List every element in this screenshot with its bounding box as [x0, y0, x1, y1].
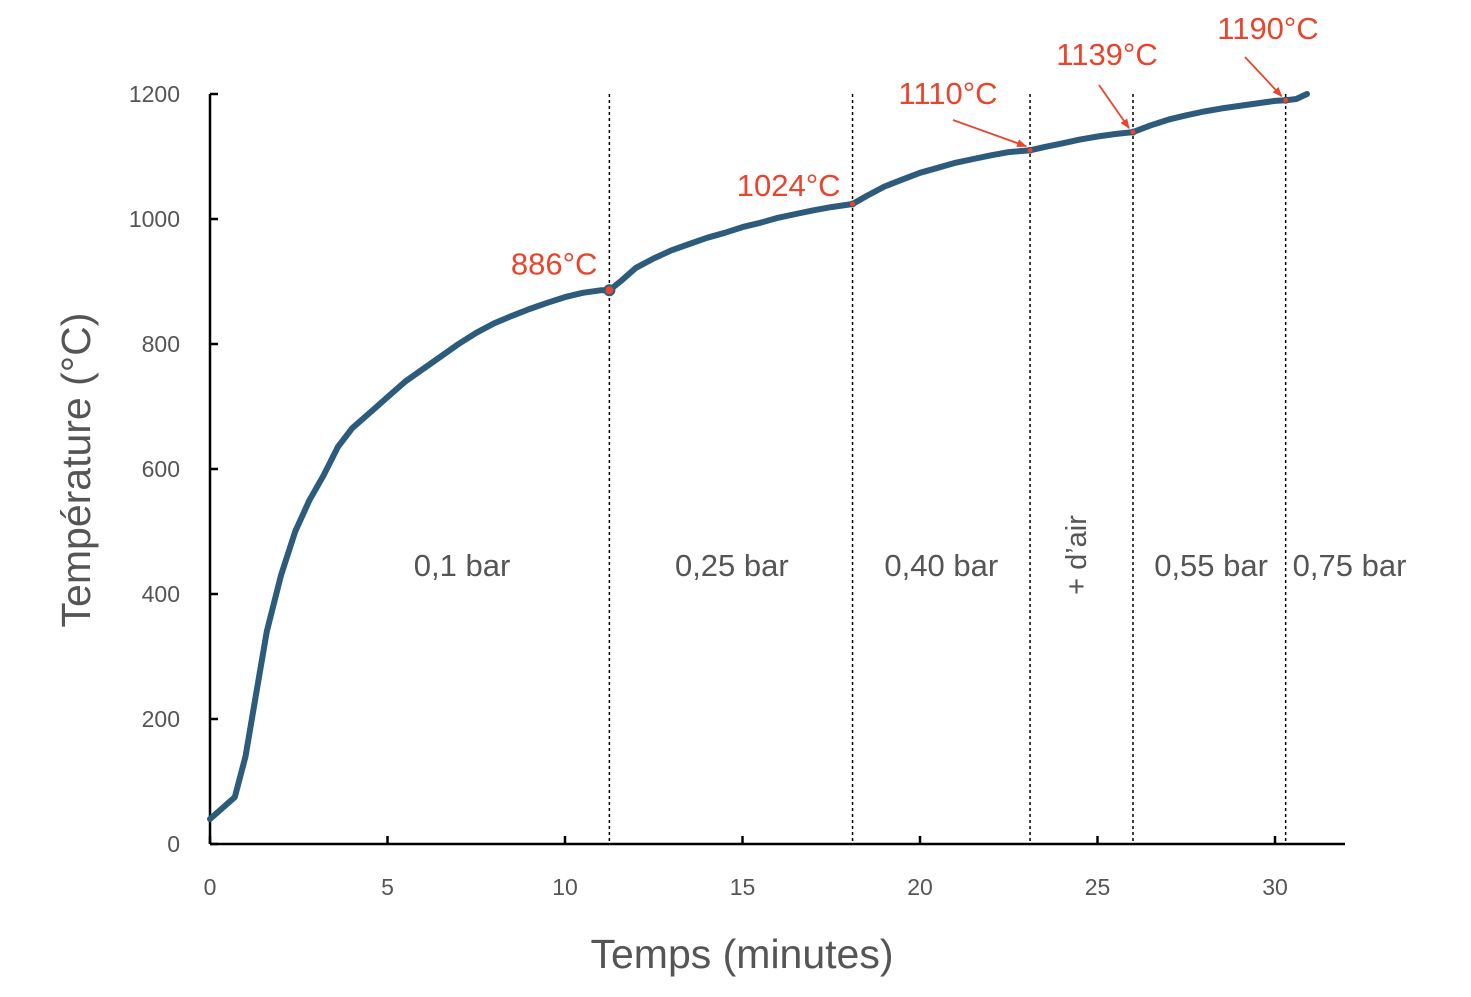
- x-tick-label: 5: [381, 874, 394, 900]
- region-label: 0,75 bar: [1293, 548, 1407, 583]
- y-axis-title: Température (°C): [53, 313, 99, 628]
- axes: [208, 94, 1345, 846]
- y-tick-label: 600: [142, 456, 180, 482]
- annotation-arrow: [952, 119, 1027, 148]
- y-tick-label: 1200: [129, 81, 180, 107]
- y-tick-label: 800: [142, 331, 180, 357]
- ticks: 0 200 400 600 800 1000 1200 0 5 10 15 20 25 30: [129, 81, 1288, 900]
- temperature-point-marker: [1282, 96, 1290, 104]
- x-tick-label: 10: [552, 874, 578, 900]
- x-tick-label: 0: [204, 874, 217, 900]
- temperature-annotation-label: 1139°C: [1056, 37, 1157, 72]
- annotation-arrow: [1098, 84, 1130, 129]
- region-label: + d’air: [1061, 515, 1093, 595]
- annotation-arrow: [1244, 56, 1283, 97]
- y-tick-label: 400: [142, 581, 180, 607]
- x-tick-label: 20: [907, 874, 933, 900]
- region-label: 0,25 bar: [675, 548, 789, 583]
- x-axis-title: Temps (minutes): [590, 931, 893, 977]
- temperature-annotation-label: 886°C: [511, 246, 598, 281]
- temperature-point-marker: [1129, 128, 1137, 136]
- temperature-annotation-label: 1024°C: [737, 168, 841, 203]
- y-tick-label: 200: [142, 706, 180, 732]
- region-label: 0,1 bar: [414, 548, 511, 583]
- pressure-boundaries: [608, 94, 1287, 844]
- temperature-annotations: 886°C 1024°C 1110°C 1139°C 1190°C: [511, 11, 1319, 297]
- y-tick-label: 0: [167, 831, 180, 857]
- y-tick-label: 1000: [129, 206, 180, 232]
- temperature-point-marker: [849, 200, 857, 208]
- temperature-point-marker: [1026, 146, 1034, 154]
- temperature-annotation-label: 1110°C: [898, 76, 997, 111]
- temperature-annotation-label: 1190°C: [1217, 11, 1318, 46]
- x-tick-label: 15: [730, 874, 756, 900]
- pressure-region-labels: 0,1 bar 0,25 bar 0,40 bar + d’air 0,55 bar 0,…: [414, 515, 1407, 595]
- region-label: 0,55 bar: [1154, 548, 1268, 583]
- x-tick-label: 25: [1085, 874, 1111, 900]
- temperature-point-marker: [603, 284, 616, 297]
- x-tick-label: 30: [1262, 874, 1288, 900]
- region-label: 0,40 bar: [884, 548, 998, 583]
